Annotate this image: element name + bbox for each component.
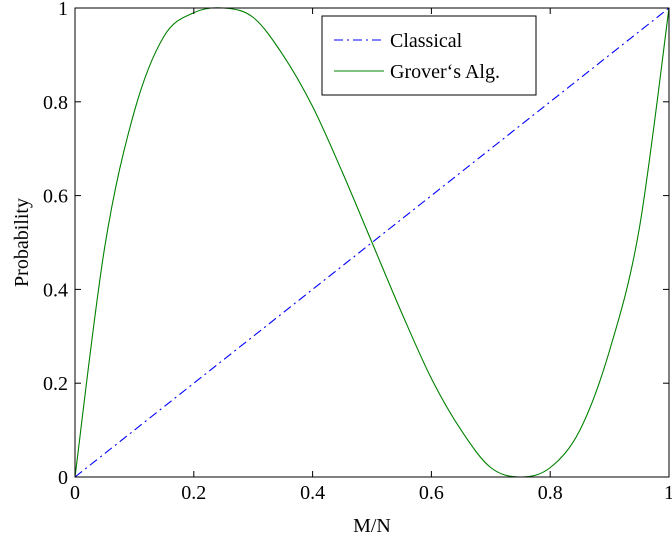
x-tick-label: 0.4	[300, 482, 325, 504]
x-tick-label: 0.6	[419, 482, 444, 504]
axes	[74, 7, 670, 478]
axes-frame	[74, 7, 670, 478]
y-tick-label: 0.2	[43, 373, 68, 395]
y-tick-label: 0	[58, 467, 68, 489]
y-tick-label: 0.6	[43, 186, 68, 208]
series-line-grover	[74, 7, 670, 478]
legend-label: Classical	[390, 30, 463, 52]
legend-label: Grover‘s Alg.	[390, 61, 500, 83]
x-tick-label: 1	[664, 482, 672, 504]
legend: Classical Grover‘s Alg.	[321, 15, 537, 96]
x-axis-label: M/N	[353, 515, 391, 537]
series-line-classical	[74, 7, 670, 478]
plot-area	[74, 7, 670, 478]
y-axis-label: Probability	[11, 198, 33, 287]
y-tick-label: 0.4	[43, 279, 68, 301]
x-axis-ticks: 0 0.2 0.4 0.6 0.8 1	[70, 8, 672, 504]
x-tick-label: 0	[70, 482, 80, 504]
legend-box	[321, 15, 537, 96]
y-axis-ticks: 0 0.2 0.4 0.6 0.8 1	[43, 0, 669, 489]
y-tick-label: 0.8	[43, 92, 68, 114]
x-tick-label: 0.2	[181, 482, 206, 504]
y-tick-label: 1	[58, 0, 68, 20]
x-tick-label: 0.8	[538, 482, 563, 504]
